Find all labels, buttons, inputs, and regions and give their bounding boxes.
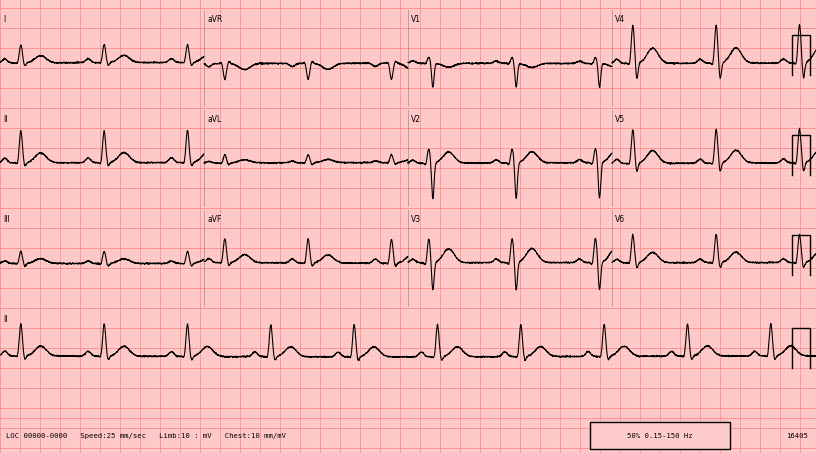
Text: aVR: aVR bbox=[207, 15, 223, 24]
Text: V3: V3 bbox=[411, 215, 421, 224]
Text: V4: V4 bbox=[615, 15, 625, 24]
Text: V1: V1 bbox=[411, 15, 421, 24]
Text: V2: V2 bbox=[411, 115, 421, 124]
Text: LOC 00000-0000   Speed:25 mm/sec   Limb:10 : mV   Chest:10 mm/mV: LOC 00000-0000 Speed:25 mm/sec Limb:10 :… bbox=[6, 433, 286, 439]
Text: 50% 0.15-150 Hz: 50% 0.15-150 Hz bbox=[628, 433, 693, 439]
Text: II: II bbox=[3, 315, 7, 324]
Text: II: II bbox=[3, 115, 7, 124]
Text: V6: V6 bbox=[615, 215, 625, 224]
Text: 16405: 16405 bbox=[786, 433, 808, 439]
Text: III: III bbox=[3, 215, 10, 224]
Text: aVF: aVF bbox=[207, 215, 221, 224]
Text: aVL: aVL bbox=[207, 115, 221, 124]
Text: I: I bbox=[3, 15, 5, 24]
Bar bbox=[590, 422, 730, 449]
Text: V5: V5 bbox=[615, 115, 625, 124]
